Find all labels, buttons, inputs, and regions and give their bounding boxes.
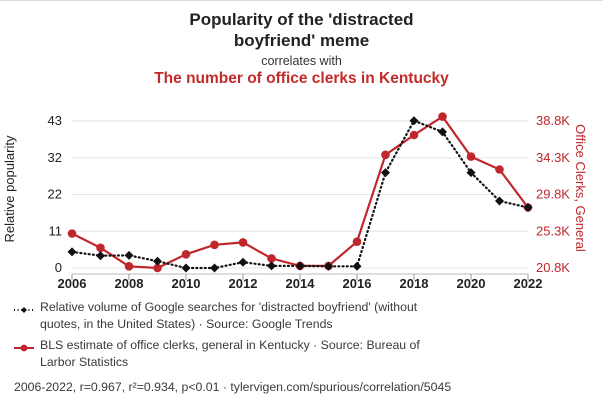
svg-text:43: 43 bbox=[48, 113, 62, 128]
svg-text:2018: 2018 bbox=[400, 276, 429, 291]
svg-text:32: 32 bbox=[48, 150, 62, 165]
svg-text:2012: 2012 bbox=[229, 276, 258, 291]
svg-text:2006: 2006 bbox=[58, 276, 87, 291]
svg-text:2016: 2016 bbox=[343, 276, 372, 291]
svg-text:22: 22 bbox=[48, 187, 62, 202]
svg-text:25.3K: 25.3K bbox=[536, 223, 570, 238]
svg-text:0: 0 bbox=[55, 260, 62, 275]
svg-text:29.8K: 29.8K bbox=[536, 187, 570, 202]
svg-text:2008: 2008 bbox=[115, 276, 144, 291]
svg-text:34.3K: 34.3K bbox=[536, 150, 570, 165]
svg-text:11: 11 bbox=[49, 223, 63, 238]
svg-text:2014: 2014 bbox=[286, 276, 316, 291]
svg-text:2010: 2010 bbox=[172, 276, 201, 291]
svg-text:38.8K: 38.8K bbox=[536, 113, 570, 128]
svg-text:2020: 2020 bbox=[457, 276, 486, 291]
svg-text:20.8K: 20.8K bbox=[536, 260, 570, 275]
svg-text:2022: 2022 bbox=[514, 276, 543, 291]
